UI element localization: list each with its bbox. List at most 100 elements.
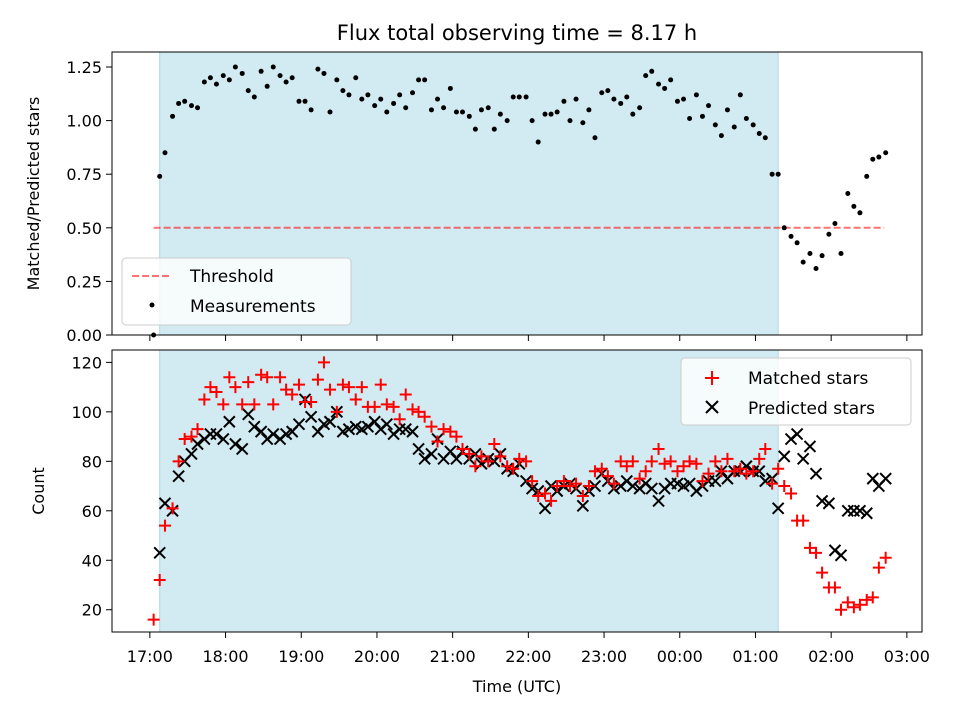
- measurement-point: [251, 94, 257, 100]
- measurement-point: [447, 85, 453, 91]
- matched-star-point: [683, 455, 696, 468]
- matched-star-point: [841, 596, 854, 609]
- y-tick-label: 0.00: [66, 326, 102, 345]
- measurement-point: [769, 171, 775, 177]
- measurement-point: [573, 96, 579, 102]
- measurement-point: [270, 64, 276, 70]
- predicted-star-point: [425, 447, 438, 461]
- measurement-point: [232, 64, 238, 70]
- bottom-panel: 20 40 60 80 100 120 17:00 18:00 19:00 20:00 21:00…: [29, 349, 930, 696]
- matched-star-point: [412, 405, 425, 418]
- matched-star-point: [816, 566, 829, 579]
- x-axis-label: Time (UTC): [472, 677, 561, 696]
- matched-star-point: [406, 403, 419, 416]
- matched-star-point: [620, 460, 633, 473]
- matched-star-point: [766, 477, 779, 490]
- matched-star-point: [588, 465, 601, 478]
- y-tick-label: 80: [82, 452, 102, 471]
- matched-star-point: [879, 551, 892, 564]
- matched-star-point: [488, 438, 501, 450]
- matched-star-point: [399, 388, 412, 401]
- matched-star-point: [330, 405, 343, 418]
- measurement-point: [561, 98, 567, 104]
- measurement-point: [523, 94, 529, 100]
- legend-threshold-label: Threshold: [189, 267, 274, 287]
- predicted-star-point: [242, 408, 255, 421]
- y-tick-label: 60: [82, 502, 102, 521]
- measurement-point: [788, 233, 794, 239]
- predicted-star-point: [809, 467, 823, 480]
- matched-star-point: [671, 465, 684, 478]
- matched-star-point: [280, 383, 293, 396]
- predicted-star-point: [399, 422, 412, 436]
- matched-star-point: [690, 457, 703, 470]
- matched-star-point: [198, 393, 211, 406]
- matched-star-point: [482, 455, 495, 468]
- predicted-star-point: [709, 474, 722, 488]
- matched-star-point: [210, 386, 223, 399]
- predicted-star-point: [380, 418, 394, 431]
- measurement-point: [781, 225, 787, 231]
- matched-star-point: [803, 541, 816, 554]
- measurement-point: [864, 173, 870, 179]
- predicted-star-point: [248, 420, 261, 433]
- measurement-point: [743, 115, 749, 121]
- measurements-points: [151, 64, 889, 338]
- measurement-point: [819, 253, 825, 259]
- legend-box: [680, 357, 912, 426]
- matched-star-point: [601, 470, 614, 483]
- measurement-point: [289, 75, 295, 81]
- matched-star-point: [368, 400, 381, 413]
- measurement-point: [813, 266, 819, 272]
- measurement-point: [403, 105, 409, 111]
- measurement-point: [283, 79, 289, 85]
- measurement-point: [466, 113, 472, 119]
- matched-star-point: [595, 462, 608, 475]
- legend-matched-label: Matched stars: [748, 369, 868, 389]
- matched-star-point: [520, 455, 533, 468]
- predicted-star-point: [191, 437, 204, 451]
- measurement-point: [359, 96, 365, 102]
- predicted-star-point: [172, 469, 185, 483]
- matched-star-point: [229, 381, 242, 394]
- matched-star-point: [702, 467, 715, 480]
- measurement-point: [592, 135, 598, 141]
- matched-star-point: [450, 430, 463, 443]
- matched-stars-points: [147, 356, 892, 626]
- predicted-star-point: [210, 427, 223, 441]
- predicted-star-point: [267, 427, 280, 441]
- matched-star-point: [292, 378, 305, 391]
- predicted-star-point: [304, 410, 318, 423]
- measurement-point: [712, 122, 718, 128]
- measurement-point: [838, 251, 844, 257]
- matched-star-point: [696, 475, 709, 488]
- matched-star-point: [539, 487, 552, 500]
- predicted-star-point: [475, 457, 488, 470]
- measurement-point: [693, 92, 699, 98]
- matched-star-point: [178, 433, 191, 446]
- y-tick-label: 40: [82, 551, 102, 570]
- measurement-point: [162, 150, 168, 156]
- matched-star-point: [507, 462, 520, 475]
- top-panel: 0.00 0.25 0.50 0.75 1.00 1.25 Matched/Predict…: [24, 51, 923, 345]
- measurement-point: [302, 98, 308, 104]
- measurement-point: [794, 240, 800, 246]
- measurement-point: [731, 124, 737, 130]
- y-tick-label: 0.50: [66, 219, 102, 238]
- measurement-point: [775, 171, 781, 177]
- matched-star-point: [828, 581, 841, 594]
- measurement-point: [258, 68, 264, 74]
- matched-star-point: [570, 477, 583, 490]
- measurement-point: [756, 130, 762, 136]
- observing-span-shade: [159, 349, 779, 633]
- measurement-point: [618, 100, 624, 106]
- predicted-star-point: [576, 499, 590, 513]
- x-tick-label: 01:00: [732, 647, 778, 666]
- predicted-star-point: [406, 425, 419, 438]
- measurement-point: [497, 111, 503, 117]
- matched-star-point: [721, 452, 734, 465]
- measurement-point: [334, 77, 340, 83]
- measurement-point: [567, 118, 573, 124]
- y-axis-label: Count: [29, 467, 48, 515]
- matched-star-point: [810, 546, 823, 559]
